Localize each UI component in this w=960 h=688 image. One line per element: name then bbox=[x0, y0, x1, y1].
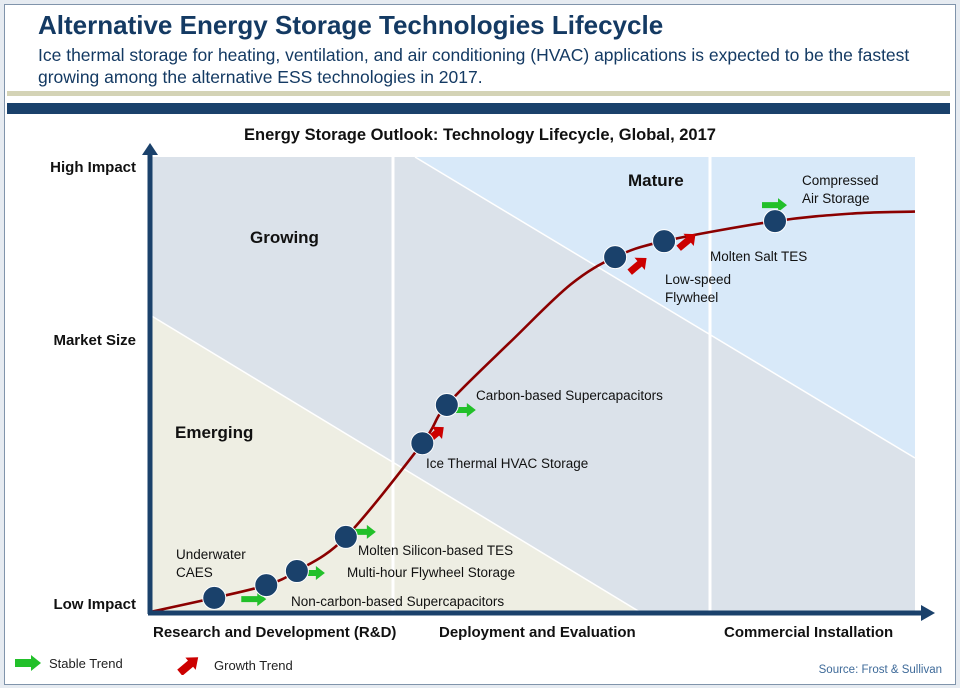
point-label-molten-silicon-tes: Molten Silicon-based TES bbox=[358, 543, 514, 558]
x-stage-rnd: Research and Development (R&D) bbox=[153, 624, 397, 641]
y-tick-low-impact: Low Impact bbox=[53, 596, 136, 613]
growth-trend-arrow bbox=[676, 233, 696, 251]
stable-trend-arrow bbox=[762, 198, 788, 213]
point-label-non-carbon-supercap: Non-carbon-based Supercapacitors bbox=[291, 594, 505, 609]
zone-label-mature: Mature bbox=[628, 171, 684, 190]
point-label-underwater-caes: Underwater CAES bbox=[176, 546, 246, 582]
slide-subtitle: Ice thermal storage for heating, ventila… bbox=[38, 45, 910, 87]
point-label-ice-thermal-hvac: Ice Thermal HVAC Storage bbox=[426, 456, 589, 471]
point-label-low-speed-flywheel: Low-speed Flywheel bbox=[665, 271, 731, 307]
chart-title: Energy Storage Outlook: Technology Lifec… bbox=[244, 126, 716, 144]
technology-point bbox=[284, 559, 309, 584]
label-line: Flywheel bbox=[665, 290, 719, 305]
x-axis-arrowhead bbox=[921, 605, 935, 621]
technology-point bbox=[202, 585, 227, 610]
x-stage-commercial: Commercial Installation bbox=[724, 624, 894, 641]
technology-point bbox=[763, 209, 788, 234]
tan-divider bbox=[7, 91, 950, 96]
stable-trend-arrow bbox=[450, 402, 476, 417]
label-line: Low-speed bbox=[665, 272, 732, 287]
legend-growth-trend: Growth Trend bbox=[176, 655, 293, 675]
point-label-molten-salt-tes: Molten Salt TES bbox=[710, 249, 808, 264]
zone-boundary-emerging bbox=[149, 314, 641, 613]
red-arrow-icon bbox=[177, 657, 199, 675]
technology-point bbox=[652, 229, 677, 254]
growth-trend-arrow bbox=[627, 257, 647, 275]
stable-trend-arrow bbox=[299, 566, 325, 581]
technology-point bbox=[603, 245, 628, 270]
green-arrow-icon bbox=[15, 655, 41, 671]
stable-trend-arrow bbox=[241, 592, 267, 607]
source-note: Source: Frost & Sullivan bbox=[818, 664, 942, 676]
y-tick-high-impact: High Impact bbox=[50, 159, 136, 176]
zone-label-growing: Growing bbox=[250, 228, 319, 247]
zone-label-emerging: Emerging bbox=[175, 423, 254, 442]
label-line: Compressed bbox=[802, 173, 879, 188]
legend-label: Growth Trend bbox=[214, 657, 293, 673]
y-axis-label-market-size: Market Size bbox=[53, 332, 136, 349]
zone-boundary-mature bbox=[414, 156, 916, 459]
label-line: CAES bbox=[176, 565, 213, 580]
x-stage-deployment: Deployment and Evaluation bbox=[439, 624, 636, 641]
point-label-compressed-air: Compressed Air Storage bbox=[802, 172, 879, 208]
point-label-carbon-supercap: Carbon-based Supercapacitors bbox=[476, 388, 663, 403]
y-axis-arrowhead bbox=[142, 143, 158, 155]
label-line: Underwater bbox=[176, 547, 246, 562]
technology-point bbox=[410, 431, 435, 456]
slide-title: Alternative Energy Storage Technologies … bbox=[38, 10, 664, 40]
legend-stable-trend: Stable Trend bbox=[15, 655, 123, 671]
navy-divider bbox=[7, 103, 950, 114]
legend-label: Stable Trend bbox=[49, 655, 123, 671]
growth-arrow-shape bbox=[676, 233, 696, 251]
point-label-multi-hour-flywheel: Multi-hour Flywheel Storage bbox=[347, 565, 516, 580]
technology-point bbox=[254, 573, 279, 598]
growth-arrow-shape bbox=[627, 257, 647, 275]
technology-point bbox=[434, 392, 459, 417]
label-line: Air Storage bbox=[802, 191, 870, 206]
technology-point bbox=[333, 524, 358, 549]
stable-trend-arrow bbox=[350, 524, 376, 539]
